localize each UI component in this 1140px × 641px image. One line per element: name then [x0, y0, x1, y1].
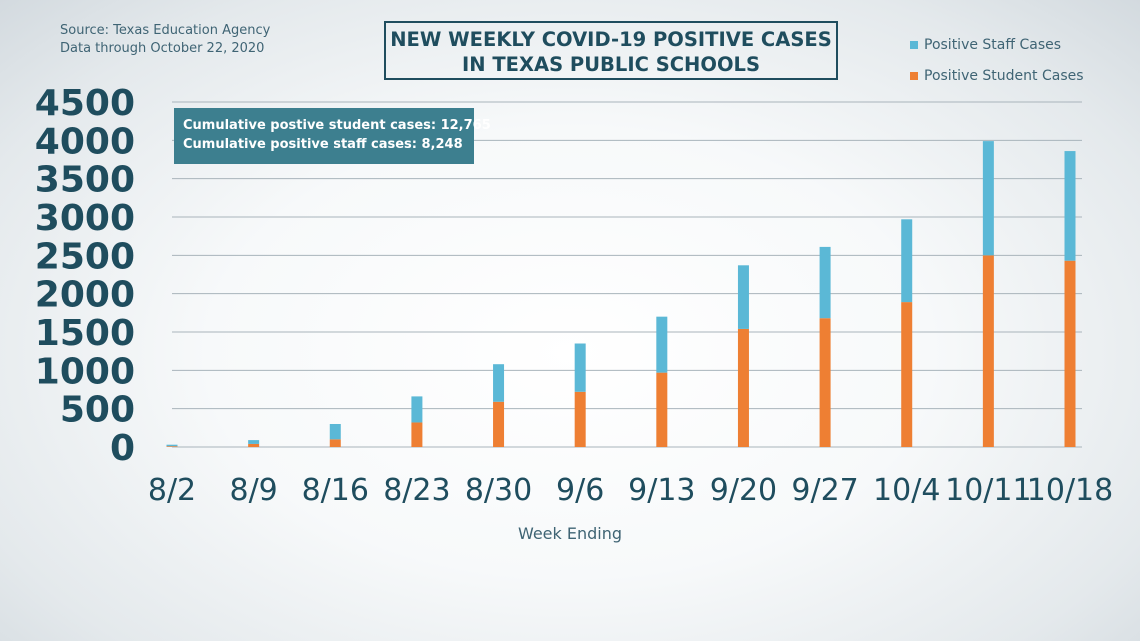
- bar-staff-10/4: [901, 219, 913, 303]
- x-tick-label-8/23: 8/23: [383, 473, 450, 508]
- y-tick-label-4000: 4000: [35, 121, 135, 162]
- legend-item-staff: Positive Staff Cases: [910, 35, 1084, 55]
- x-tick-label-10/4: 10/4: [873, 473, 940, 508]
- x-tick-label-8/16: 8/16: [302, 473, 369, 508]
- bar-student-9/6: [574, 391, 586, 447]
- bar-staff-8/2: [166, 444, 178, 447]
- legend-swatch-student: [910, 72, 918, 80]
- bar-staff-9/13: [656, 316, 668, 373]
- bar-student-8/23: [411, 422, 423, 447]
- bar-staff-8/9: [248, 440, 260, 444]
- y-tick-label-0: 0: [110, 428, 135, 469]
- source-note: Source: Texas Education Agency Data thro…: [60, 22, 270, 58]
- x-tick-label-9/13: 9/13: [628, 473, 695, 508]
- y-tick-label-2000: 2000: [35, 275, 135, 316]
- bar-staff-9/20: [737, 265, 749, 329]
- cumulative-annotation: Cumulative postive student cases: 12,765…: [174, 108, 491, 164]
- bar-staff-9/6: [574, 343, 586, 392]
- x-tick-label-9/6: 9/6: [556, 473, 604, 508]
- source-line: Source: Texas Education Agency: [60, 23, 271, 38]
- x-tick-label-10/18: 10/18: [1027, 473, 1113, 508]
- y-tick-label-4500: 4500: [35, 83, 135, 124]
- chart-title: NEW WEEKLY COVID-19 POSITIVE CASES IN TE…: [384, 21, 838, 80]
- legend: Positive Staff Cases Positive Student Ca…: [910, 35, 1084, 97]
- data-through-line: Data through October 22, 2020: [60, 41, 265, 56]
- bar-staff-9/27: [819, 246, 831, 319]
- x-tick-label-8/30: 8/30: [465, 473, 532, 508]
- y-tick-label-500: 500: [60, 390, 135, 431]
- legend-swatch-staff: [910, 41, 918, 49]
- y-tick-label-3000: 3000: [35, 198, 135, 239]
- bar-staff-10/18: [1064, 151, 1076, 261]
- x-tick-label-9/27: 9/27: [791, 473, 858, 508]
- bar-staff-8/16: [329, 424, 341, 440]
- y-tick-label-3500: 3500: [35, 160, 135, 201]
- bar-student-8/2: [166, 446, 178, 447]
- bar-student-10/18: [1064, 260, 1076, 447]
- legend-label-staff: Positive Staff Cases: [924, 37, 1062, 53]
- x-tick-label-9/20: 9/20: [710, 473, 777, 508]
- cumulative-staff-cases: Cumulative positive staff cases: 8,248: [183, 137, 463, 152]
- x-tick-label-8/2: 8/2: [148, 473, 196, 508]
- gridlines: [172, 101, 1082, 448]
- y-tick-label-1000: 1000: [35, 351, 135, 392]
- bar-staff-10/11: [982, 141, 994, 256]
- chart-title-line-2: IN TEXAS PUBLIC SCHOOLS: [461, 53, 760, 76]
- bar-student-8/9: [248, 443, 260, 447]
- x-axis-tick-labels: 8/2 8/9 8/16 8/23 8/30 9/6 9/13 9/20 9/27 10/4 10/…: [148, 473, 1113, 508]
- y-tick-label-2500: 2500: [35, 236, 135, 277]
- bar-student-9/27: [819, 318, 831, 447]
- x-axis-title-wrap: Week Ending: [0, 524, 1140, 543]
- chart-title-line-1: NEW WEEKLY COVID-19 POSITIVE CASES: [390, 28, 832, 51]
- cumulative-student-cases: Cumulative postive student cases: 12,765: [183, 118, 491, 133]
- bar-student-8/30: [493, 401, 505, 447]
- legend-label-student: Positive Student Cases: [924, 68, 1084, 84]
- bar-student-10/11: [982, 255, 994, 447]
- bar-student-9/13: [656, 372, 668, 447]
- bar-student-10/4: [901, 302, 913, 447]
- bar-staff-8/23: [411, 396, 423, 423]
- legend-item-student: Positive Student Cases: [910, 66, 1084, 86]
- bar-student-8/16: [329, 439, 341, 447]
- y-tick-label-1500: 1500: [35, 313, 135, 354]
- x-axis-title: Week Ending: [517, 524, 623, 543]
- bars: [166, 141, 1076, 447]
- x-tick-label-8/9: 8/9: [229, 473, 277, 508]
- bar-student-9/20: [737, 328, 749, 447]
- x-tick-label-10/11: 10/11: [945, 473, 1031, 508]
- bar-staff-8/30: [493, 364, 505, 402]
